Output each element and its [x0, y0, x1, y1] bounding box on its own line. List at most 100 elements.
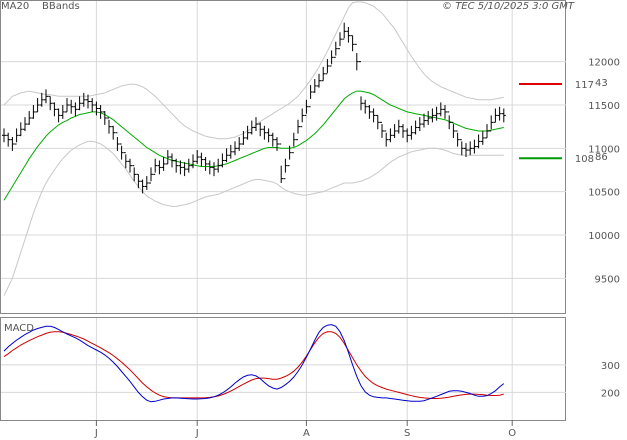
ohlc-bar: [65, 98, 69, 113]
ohlc-bar: [485, 124, 489, 139]
ohlc-bar: [296, 119, 300, 141]
level-label-decimals: 43: [595, 78, 608, 89]
ohlc-bar: [170, 153, 174, 168]
ohlc-bar: [48, 95, 53, 111]
ohlc-bar: [153, 158, 158, 175]
macd-y-tick-label: 200: [601, 388, 620, 399]
price-y-tick-label: 10000: [588, 231, 620, 242]
ohlc-bar: [426, 111, 431, 125]
ohlc-bar: [275, 137, 279, 151]
ohlc-bar: [81, 92, 86, 107]
ohlc-bar: [350, 35, 355, 52]
ohlc-bar: [144, 176, 149, 190]
macd-signal-line: [3, 331, 504, 399]
ohlc-bar: [140, 179, 145, 194]
ohlc-bar: [405, 128, 410, 143]
price-y-tick-label: 12000: [588, 58, 620, 69]
ohlc-bar: [73, 102, 78, 117]
ohlc-bar: [468, 141, 473, 156]
ohlc-bar: [287, 145, 292, 167]
ohlc-bar: [237, 137, 242, 151]
ohlc-bar: [359, 61, 363, 111]
ohlc-bar: [401, 124, 405, 138]
ohlc-bar: [18, 122, 23, 137]
ohlc-bar: [329, 50, 334, 67]
ohlc-bar: [279, 143, 284, 183]
x-tick-label: O: [508, 428, 516, 439]
ohlc-bar: [438, 102, 443, 117]
price-plot-area: [0, 0, 566, 314]
ohlc-bar: [90, 98, 95, 112]
ma20-line: [3, 90, 504, 201]
ohlc-bar: [203, 157, 208, 171]
ohlc-bar: [464, 143, 468, 157]
ohlc-bar: [111, 125, 116, 140]
ohlc-bar: [199, 152, 204, 167]
ohlc-bar: [497, 106, 502, 121]
ohlc-bar: [367, 105, 372, 119]
ohlc-bar: [447, 111, 452, 130]
ohlc-bar: [430, 108, 435, 123]
ohlc-bar: [39, 92, 44, 107]
ohlc-bar: [409, 125, 414, 140]
ohlc-bar: [241, 131, 246, 145]
price-panel: 117 43 108 86 9500 10000 10500 11000 11500 12000: [0, 0, 620, 314]
bb-upper-line: [3, 1, 504, 140]
macd-y-tick-label: 300: [601, 361, 620, 372]
ohlc-bar: [191, 154, 195, 169]
level-label-decimals: 86: [595, 152, 608, 163]
ohlc-bar: [2, 128, 6, 143]
price-y-tick-label: 11000: [588, 144, 620, 155]
ohlc-bar: [149, 167, 153, 184]
ohlc-bar: [233, 141, 237, 156]
ohlc-bar: [346, 27, 351, 43]
chart-header: MA20 BBands © TEC 5/10/2025 3:0 GMT: [1, 1, 575, 12]
ohlc-bar: [434, 106, 439, 121]
ohlc-bar: [258, 122, 263, 137]
ohlc-bar: [182, 162, 187, 177]
macd-plot-area: [0, 317, 566, 421]
ohlc-bar: [178, 160, 183, 175]
ohlc-bar: [338, 32, 342, 50]
ohlc-bar: [132, 165, 137, 182]
ohlc-bar: [10, 137, 15, 151]
ohlc-bar: [455, 130, 460, 147]
ohlc-bar: [31, 105, 36, 119]
ohlc-bar: [300, 108, 305, 128]
ohlc-bar: [186, 158, 191, 173]
x-tick-label: J: [195, 428, 199, 439]
ohlc-bar: [388, 128, 393, 143]
macd-line: [3, 324, 505, 403]
ohlc-bar: [27, 111, 32, 125]
ohlc-bar: [69, 99, 74, 114]
ohlc-bar: [392, 124, 397, 138]
ohlc-bar: [325, 59, 330, 75]
ohlc-bar: [44, 89, 48, 104]
macd-panel: 200 300 MACD: [0, 317, 620, 421]
ohlc-bar: [207, 160, 212, 175]
ohlc-bar: [60, 105, 65, 119]
macd-title: MACD: [4, 323, 34, 334]
ohlc-bar: [270, 132, 275, 147]
ohlc-bar: [165, 150, 170, 165]
ohlc-bar: [501, 108, 506, 123]
ohlc-bar: [107, 117, 111, 134]
ohlc-bar: [102, 111, 107, 125]
ohlc-bar: [98, 105, 103, 119]
x-tick-label: J: [94, 428, 98, 439]
ohlc-bar: [354, 43, 359, 71]
ohlc-bar: [161, 157, 166, 171]
ohlc-bar: [266, 128, 271, 143]
ohlc-bar: [417, 117, 422, 131]
copyright-label: © TEC 5/10/2025 3:0 GMT: [442, 1, 575, 12]
ohlc-bar: [363, 99, 368, 114]
ohlc-bar: [321, 66, 326, 82]
ohlc-bar: [6, 132, 11, 147]
ohlc-bar: [489, 115, 494, 132]
ohlc-bar: [14, 128, 19, 145]
ohlc-bar: [283, 158, 288, 180]
ohlc-bar: [136, 173, 141, 189]
ohlc-bar: [254, 117, 258, 131]
bb-lower-line: [3, 140, 504, 296]
